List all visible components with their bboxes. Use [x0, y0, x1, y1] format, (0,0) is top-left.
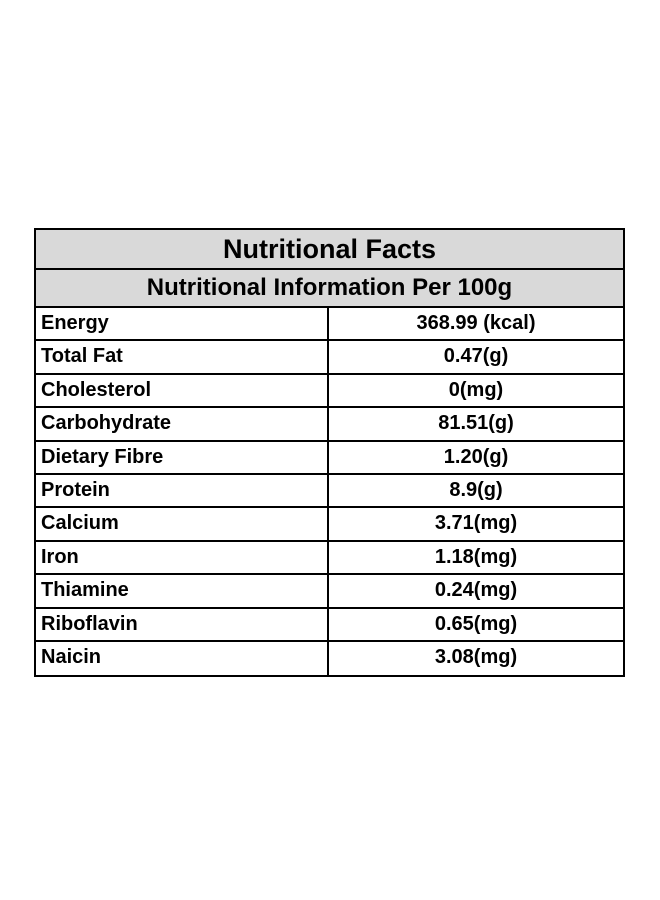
nutrient-name: Total Fat [36, 341, 329, 373]
nutrient-name: Energy [36, 308, 329, 340]
nutrient-value: 8.9(g) [449, 478, 503, 501]
nutrient-value: 1.20(g) [443, 445, 509, 468]
table-title: Nutritional Facts [36, 230, 623, 270]
nutrient-name: Protein [36, 474, 329, 507]
table-row-calcium: Calcium 3.71(mg) [36, 508, 623, 542]
table-row-carbohydrate: Carbohydrate 81.51(g) [36, 408, 623, 442]
nutrient-name: Iron [36, 541, 329, 574]
table-row-total-fat: Total Fat 0.47(g) [36, 341, 623, 375]
nutrient-value: 0.65(mg) [434, 612, 518, 635]
table-subtitle: Nutritional Information Per 100g [36, 270, 623, 308]
table-row-dietary-fibre: Dietary Fibre 1.20(g) [36, 441, 623, 475]
table-row-iron: Iron 1.18(mg) [36, 541, 623, 576]
table-row-cholesterol: Cholesterol 0(mg) [36, 374, 623, 409]
nutrient-name: Naicin [36, 641, 329, 676]
nutrient-name: Thiamine [36, 575, 329, 607]
nutrient-name: Riboflavin [36, 608, 329, 640]
nutrient-value: 0(mg) [448, 378, 504, 401]
nutrient-value: 0.24(mg) [434, 579, 518, 602]
nutrient-value: 0.47(g) [443, 345, 509, 368]
nutrient-value: 3.71(mg) [434, 512, 518, 535]
table-row-thiamine: Thiamine 0.24(mg) [36, 575, 623, 609]
nutrient-value: 1.18(mg) [434, 545, 518, 568]
table-row-naicin: Naicin 3.08(mg) [36, 641, 623, 676]
table-row-riboflavin: Riboflavin 0.65(mg) [36, 608, 623, 642]
nutrient-value: 3.08(mg) [434, 645, 518, 668]
nutrient-value: 81.51(g) [438, 412, 514, 435]
nutrition-facts-table: Nutritional Facts Nutritional Informatio… [34, 228, 625, 678]
nutrient-name: Dietary Fibre [36, 441, 329, 473]
nutrient-name: Cholesterol [36, 374, 329, 407]
nutrient-value: 368.99 (kcal) [416, 312, 536, 334]
table-row-protein: Protein 8.9(g) [36, 474, 623, 509]
nutrient-name: Carbohydrate [36, 408, 329, 440]
nutrient-name: Calcium [36, 508, 329, 540]
table-row-energy: Energy 368.99 (kcal) [36, 308, 623, 342]
